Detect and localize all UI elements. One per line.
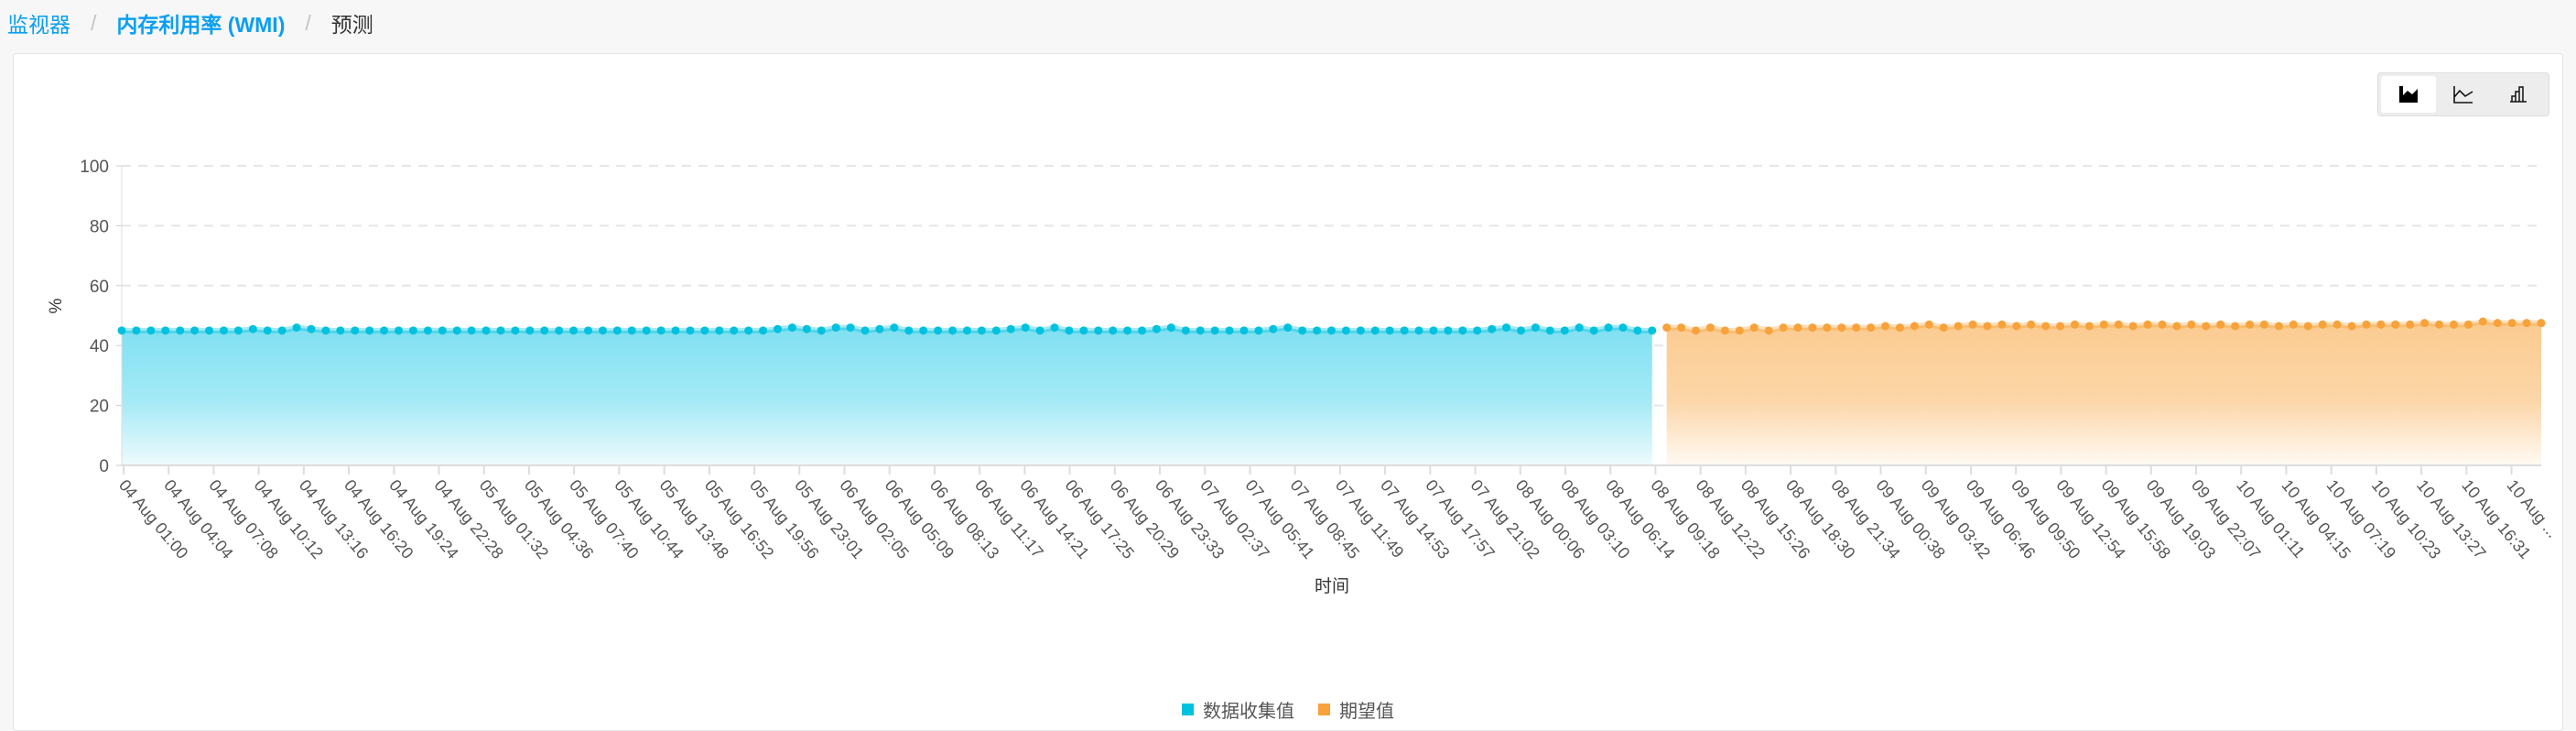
line-chart-button[interactable] [2436, 76, 2491, 113]
chart-legend: 数据收集值 期望值 [0, 696, 2576, 723]
legend-item-collected[interactable]: 数据收集值 [1182, 696, 1294, 723]
legend-swatch-collected [1182, 704, 1194, 715]
breadcrumb-separator: / [91, 10, 97, 35]
forecast-chart-card [13, 53, 2563, 731]
area-chart-button[interactable] [2381, 76, 2436, 113]
breadcrumb-memory-utilization-link[interactable]: 内存利用率 (WMI) [116, 13, 286, 37]
breadcrumb: 监视器 / 内存利用率 (WMI) / 预测 [7, 7, 373, 38]
chart-type-toggle [2377, 72, 2549, 116]
legend-label-expected: 期望值 [1339, 702, 1394, 722]
legend-swatch-expected [1318, 704, 1330, 715]
legend-label-collected: 数据收集值 [1203, 702, 1294, 722]
line-chart-icon [2453, 86, 2473, 104]
area-chart-icon [2399, 86, 2418, 103]
legend-item-expected[interactable]: 期望值 [1318, 696, 1394, 723]
breadcrumb-current-forecast: 预测 [330, 13, 373, 37]
bar-chart-icon [2510, 86, 2527, 103]
breadcrumb-separator: / [305, 10, 311, 35]
breadcrumb-monitors-link[interactable]: 监视器 [7, 13, 70, 37]
bar-chart-button[interactable] [2491, 76, 2546, 113]
